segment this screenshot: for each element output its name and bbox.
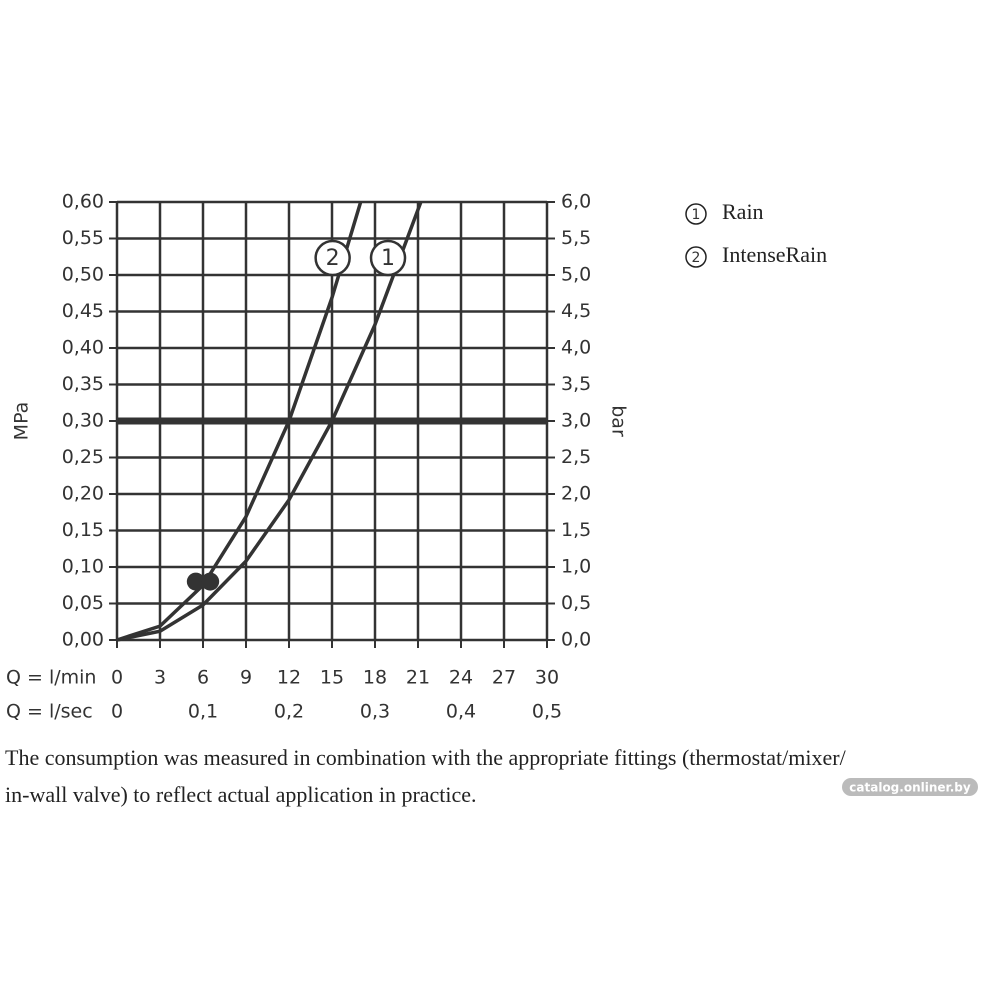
y-axis-label: MPa [11,402,33,441]
x-tick-label: 27 [492,667,516,689]
x2-tick-label: 0,1 [188,701,218,723]
y2-tick-label: 5,5 [561,227,591,249]
watermark-bg [842,778,978,796]
x-tick-label: 21 [406,667,430,689]
y-tick-label: 0,35 [62,373,104,395]
x-tick-label: 9 [240,667,252,689]
y-tick-label: 0,20 [62,483,104,505]
marker [201,572,220,591]
y-tick-label: 0,25 [62,446,104,468]
y2-tick-label: 1,0 [561,556,591,578]
x2-tick-label: 0,4 [446,701,476,723]
curve-label-circle [314,239,351,277]
y2-tick-label: 2,5 [561,446,591,468]
y2-tick-label: 4,5 [561,300,591,322]
x-axis-label: Q = l/min [6,667,96,689]
x2-tick-label: 0,2 [274,701,304,723]
x-tick-label: 15 [320,667,344,689]
legend-circle [685,246,707,268]
caption-line: in-wall valve) to reflect actual applica… [5,782,477,807]
curve-label: 1 [381,246,395,271]
x-tick-label: 0 [111,667,123,689]
legend-number: 2 [692,250,701,266]
x2-tick-label: 0 [111,701,123,723]
curve [116,201,363,642]
y2-tick-label: 3,0 [561,410,591,432]
x2-tick-label: 0,5 [532,701,562,723]
y2-tick-label: 5,0 [561,264,591,286]
y2-tick-label: 3,5 [561,373,591,395]
watermark: catalog.onliner.by [849,781,971,795]
y-tick-label: 0,45 [62,300,104,322]
curve [116,201,423,642]
legend-label: Rain [722,199,764,224]
x2-tick-label: 0,3 [360,701,390,723]
y2-axis-label: bar [608,405,630,437]
y-tick-label: 0,60 [62,191,104,213]
y-tick-label: 0,30 [62,410,104,432]
y-tick-label: 0,15 [62,519,104,541]
y-tick-label: 0,40 [62,337,104,359]
y2-tick-label: 2,0 [561,483,591,505]
y2-tick-label: 4,0 [561,337,591,359]
y2-tick-label: 0,5 [561,592,591,614]
y-tick-label: 0,10 [62,556,104,578]
legend-label: IntenseRain [722,242,827,267]
marker [186,572,205,591]
x2-axis-label: Q = l/sec [6,701,93,723]
x-tick-label: 30 [535,667,559,689]
x-tick-label: 6 [197,667,209,689]
y2-tick-label: 6,0 [561,191,591,213]
y-tick-label: 0,05 [62,592,104,614]
y2-tick-label: 0,0 [561,629,591,651]
y-tick-label: 0,55 [62,227,104,249]
x-tick-label: 3 [154,667,166,689]
legend-number: 1 [692,207,701,223]
legend-circle [685,203,707,225]
y-tick-label: 0,00 [62,629,104,651]
curve-label-circle [369,239,407,277]
x-tick-label: 12 [277,667,301,689]
caption-line: The consumption was measured in combinat… [5,745,847,770]
y2-tick-label: 1,5 [561,519,591,541]
y-tick-label: 0,50 [62,264,104,286]
x-tick-label: 24 [449,667,473,689]
x-tick-label: 18 [363,667,387,689]
curve-label: 2 [326,246,340,271]
